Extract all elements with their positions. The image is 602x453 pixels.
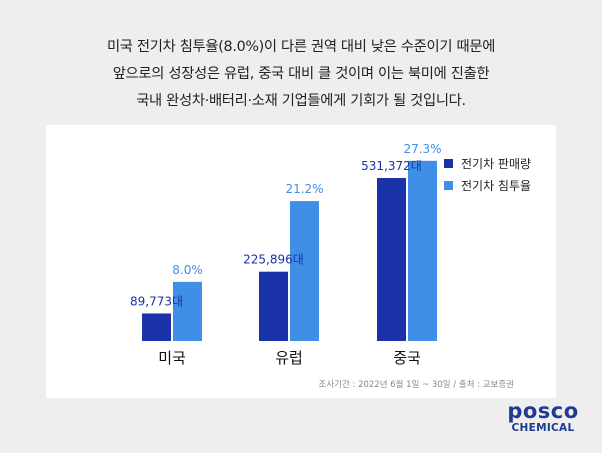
legend-item-penetration: 전기차 침투율 — [444, 174, 531, 196]
category-label-1: 유럽 — [275, 349, 303, 367]
headline: 미국 전기차 침투율(8.0%)이 다른 권역 대비 낮은 수준이기 때문에 앞… — [0, 34, 602, 115]
source-note: 조사기간 : 2022년 6월 1일 ~ 30일 / 출처 : 교보증권 — [318, 380, 514, 390]
category-label-0: 미국 — [158, 349, 186, 367]
bar-penetration-1 — [290, 201, 319, 341]
legend-label-penetration: 전기차 침투율 — [461, 178, 532, 193]
legend-label-sales: 전기차 판매량 — [461, 156, 532, 171]
label-sales-2: 531,372대 — [361, 159, 422, 173]
bar-sales-2 — [377, 178, 406, 341]
label-sales-0: 89,773대 — [130, 294, 183, 308]
headline-line-3: 국내 완성차·배터리·소재 기업들에게 기회가 될 것입니다. — [136, 93, 466, 109]
legend-swatch-penetration — [444, 180, 453, 190]
chart-legend: 전기차 판매량 전기차 침투율 — [444, 152, 531, 196]
posco-chemical-logo: posco CHEMICAL — [498, 400, 588, 434]
label-penetration-1: 21.2% — [285, 182, 323, 196]
bar-sales-1 — [259, 271, 288, 341]
bar-penetration-2 — [408, 160, 437, 341]
headline-line-2: 앞으로의 성장성은 유럽, 중국 대비 클 것이며 이는 북미에 진출한 — [112, 66, 490, 82]
logo-wordmark: posco — [507, 399, 579, 423]
label-penetration-2: 27.3% — [403, 142, 441, 156]
bar-sales-0 — [142, 313, 171, 341]
legend-item-sales: 전기차 판매량 — [444, 152, 531, 174]
headline-line-1: 미국 전기차 침투율(8.0%)이 다른 권역 대비 낮은 수준이기 때문에 — [106, 39, 496, 55]
label-sales-1: 225,896대 — [243, 253, 304, 267]
label-penetration-0: 8.0% — [172, 263, 203, 277]
chart-card: 89,773대 8.0% 미국 225,896대 21.2% 유럽 531,372대 27.3… — [46, 125, 556, 398]
bar-chart: 89,773대 8.0% 미국 225,896대 21.2% 유럽 531,372대 27.3… — [130, 142, 442, 367]
logo-subtitle: CHEMICAL — [511, 422, 575, 434]
legend-swatch-sales — [444, 158, 453, 168]
category-label-2: 중국 — [393, 349, 421, 367]
bar-penetration-0 — [173, 281, 202, 341]
